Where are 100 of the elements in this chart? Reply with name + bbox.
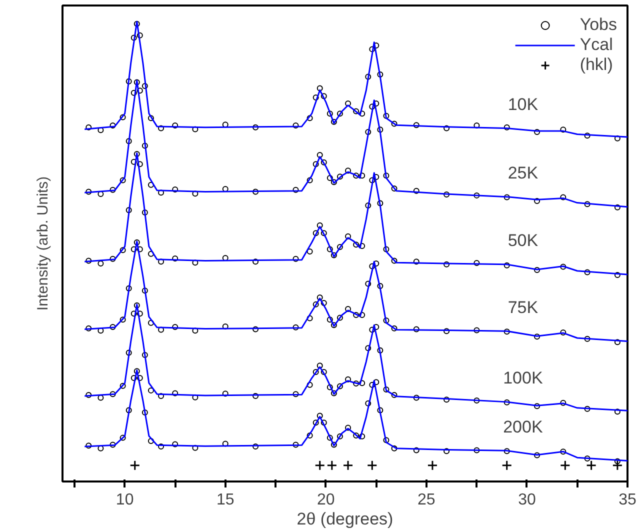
- point: [316, 222, 323, 228]
- point: [136, 375, 143, 382]
- point: [377, 347, 384, 354]
- annotation: 25K: [508, 164, 539, 183]
- point: [353, 242, 360, 248]
- point: [312, 94, 319, 100]
- point: [306, 382, 313, 388]
- point: [110, 442, 116, 448]
- point: [377, 200, 384, 206]
- point: [359, 110, 366, 117]
- point: [534, 403, 540, 410]
- point: [172, 255, 178, 262]
- point: [110, 186, 116, 193]
- point: [142, 410, 148, 416]
- point: [359, 312, 366, 318]
- point: [584, 201, 590, 208]
- point: [320, 300, 327, 306]
- point: [353, 108, 360, 114]
- point: [413, 122, 420, 128]
- point: [365, 202, 372, 209]
- point: [98, 260, 104, 266]
- point: [353, 172, 360, 179]
- point: [359, 243, 366, 250]
- point: [614, 339, 620, 346]
- point: [373, 260, 380, 266]
- point: [326, 316, 333, 323]
- point: [134, 368, 140, 374]
- point: [126, 407, 132, 414]
- point: [353, 380, 360, 387]
- point: [377, 126, 384, 133]
- point: [560, 448, 566, 455]
- point: [444, 396, 450, 403]
- point: [320, 93, 327, 100]
- point: [383, 246, 390, 252]
- point: [306, 177, 313, 184]
- point: [314, 460, 326, 471]
- point: [474, 122, 480, 129]
- x-tick-label: 25: [418, 492, 436, 508]
- point: [86, 442, 92, 449]
- point: [369, 177, 376, 184]
- point: [474, 192, 480, 198]
- point: [383, 112, 390, 119]
- point: [612, 460, 623, 471]
- x-tick-label: 20: [317, 492, 335, 508]
- point: [110, 324, 116, 330]
- point: [326, 384, 333, 390]
- point: [326, 246, 333, 252]
- point: [192, 328, 198, 334]
- point: [614, 204, 620, 210]
- point: [391, 445, 398, 452]
- point: [330, 118, 337, 125]
- point: [330, 252, 337, 258]
- point: [560, 126, 566, 133]
- point: [320, 230, 327, 236]
- legend-label: (hkl): [580, 55, 613, 75]
- point: [326, 460, 338, 471]
- annotation: 200K: [503, 417, 544, 436]
- point: [383, 386, 390, 393]
- point: [252, 392, 259, 399]
- point: [158, 326, 164, 333]
- y-axis-title: Intensity (arb. Units): [34, 176, 52, 311]
- point: [353, 432, 360, 439]
- legend-label: Yobs: [580, 15, 617, 35]
- point: [365, 74, 372, 80]
- point: [584, 336, 590, 342]
- point: [584, 269, 590, 276]
- point: [369, 263, 376, 270]
- point: [444, 261, 450, 268]
- point: [86, 392, 92, 398]
- point: [391, 186, 398, 192]
- point: [148, 115, 154, 122]
- point: [142, 82, 148, 89]
- point: [158, 125, 164, 132]
- annotation: 10K: [508, 94, 539, 114]
- point: [222, 390, 228, 397]
- point: [560, 460, 570, 471]
- point: [192, 190, 198, 197]
- point: [377, 407, 384, 414]
- point: [383, 172, 390, 179]
- point: [192, 126, 198, 132]
- point: [126, 285, 132, 292]
- point: [336, 110, 343, 117]
- point: [252, 444, 259, 450]
- point: [444, 192, 450, 198]
- point: [306, 315, 313, 322]
- point: [86, 258, 92, 264]
- point: [158, 392, 164, 399]
- point: [252, 188, 259, 195]
- point: [292, 186, 299, 193]
- point: [474, 398, 480, 404]
- point: [366, 460, 378, 471]
- point: [614, 408, 620, 415]
- point: [110, 391, 116, 398]
- point: [504, 399, 510, 406]
- point: [330, 322, 337, 328]
- point: [142, 142, 148, 149]
- point: [359, 380, 366, 386]
- point: [142, 288, 148, 294]
- point: [586, 460, 597, 471]
- x-tick-label: 10: [116, 492, 134, 508]
